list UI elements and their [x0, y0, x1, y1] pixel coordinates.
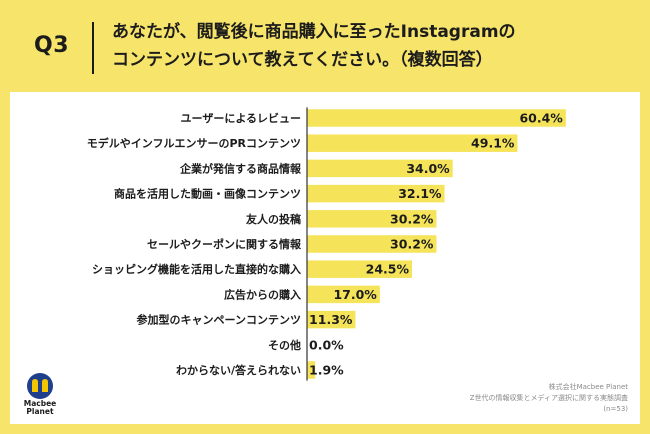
- category-label-7: 広告からの購入: [224, 287, 301, 301]
- bar-8: [307, 310, 356, 329]
- category-label-6: ショッピング機能を活用した直接的な購入: [92, 262, 301, 276]
- value-label-3: 32.1%: [398, 186, 442, 201]
- bar-1: [307, 134, 518, 152]
- value-label-8: 11.3%: [309, 312, 353, 327]
- category-label-3: 商品を活用した動画・画像コンテンツ: [114, 187, 301, 201]
- credit-sample-size: (n=53): [603, 405, 628, 413]
- bar-7: [307, 285, 380, 304]
- value-label-6: 24.5%: [366, 262, 410, 277]
- bar-4: [307, 210, 437, 228]
- value-label-1: 49.1%: [471, 136, 515, 151]
- bar-chart: ユーザーによるレビュー 60.4% モデルやインフルエンサーのPRコンテンツ 49.1…: [87, 107, 566, 381]
- category-label-0: ユーザーによるレビュー: [181, 111, 301, 125]
- value-label-5: 30.2%: [390, 237, 434, 252]
- category-label-8: 参加型のキャンペーンコンテンツ: [137, 313, 301, 327]
- category-label-10: わからない/答えられない: [176, 363, 301, 377]
- credit-survey: Z世代の情報収集とメディア選択に関する実態調査: [469, 394, 628, 402]
- category-label-9: その他: [268, 338, 301, 352]
- category-label-5: セールやクーポンに関する情報: [147, 237, 302, 251]
- value-label-2: 34.0%: [406, 161, 450, 176]
- value-label-9: 0.0%: [309, 337, 344, 352]
- question-line-2: コンテンツについて教えてください。（複数回答）: [112, 50, 493, 70]
- credit-note: 株式会社Macbee Planet Z世代の情報収集とメディア選択に関する実態調…: [470, 382, 628, 415]
- value-label-10: 1.9%: [309, 363, 344, 378]
- bar-6: [307, 260, 412, 278]
- bar-5: [307, 235, 437, 253]
- category-label-1: モデルやインフルエンサーのPRコンテンツ: [87, 136, 301, 150]
- value-label-7: 17.0%: [333, 287, 377, 302]
- bar-2: [307, 159, 453, 178]
- category-label-4: 友人の投稿: [246, 212, 301, 226]
- category-label-2: 企業が発信する商品情報: [179, 161, 302, 175]
- bar-0: [307, 109, 566, 127]
- logo-line-1: Macbee: [23, 399, 57, 408]
- question-line-1: あなたが、閲覧後に商品購入に至ったInstagramの: [112, 22, 516, 42]
- question-text: あなたが、閲覧後に商品購入に至ったInstagramの コンテンツについて教えて…: [112, 18, 632, 74]
- header-divider: [92, 22, 94, 74]
- question-number: Q3: [34, 33, 70, 58]
- logo-line-2: Planet: [26, 407, 54, 416]
- value-label-4: 30.2%: [390, 211, 434, 226]
- chart-panel: ユーザーによるレビュー 60.4% モデルやインフルエンサーのPRコンテンツ 49.1…: [10, 92, 640, 424]
- macbee-planet-logo: Macbee Planet: [16, 372, 64, 424]
- logo-text: Macbee Planet: [16, 400, 64, 416]
- logo-mark-icon: [27, 373, 53, 399]
- value-label-0: 60.4%: [519, 111, 563, 126]
- header: Q3 あなたが、閲覧後に商品購入に至ったInstagramの コンテンツについて…: [0, 0, 650, 92]
- bar-10: [307, 361, 316, 379]
- bar-3: [307, 184, 445, 203]
- credit-company: 株式会社Macbee Planet: [548, 383, 628, 391]
